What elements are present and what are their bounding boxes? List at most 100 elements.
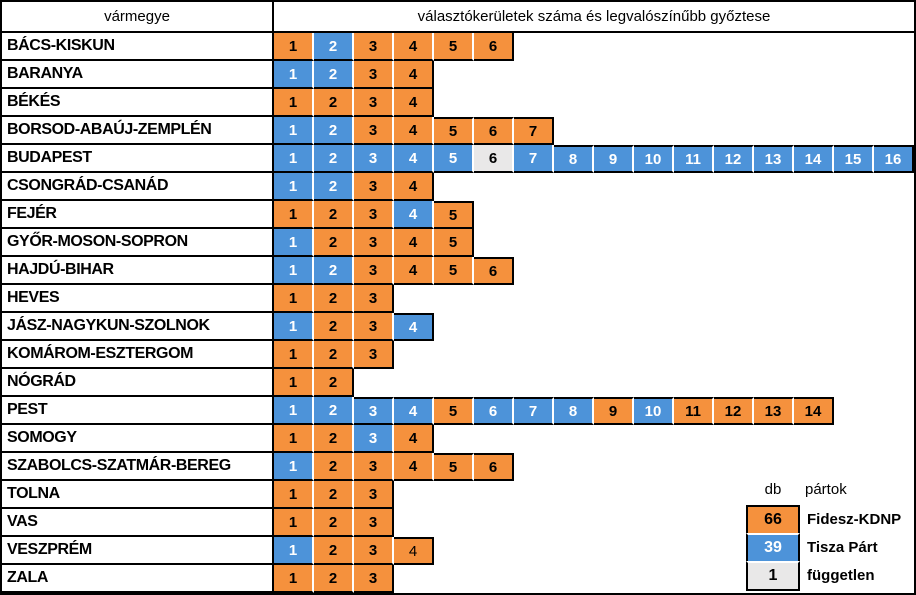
table-row: SOMOGY 1 2 3 4: [2, 425, 914, 453]
district-cell: 1: [274, 565, 314, 593]
table-row: JÁSZ-NAGYKUN-SZOLNOK 1 2 3 4: [2, 313, 914, 341]
county-name: VAS: [2, 509, 274, 537]
district-cell: 3: [354, 453, 394, 481]
county-name: KOMÁROM-ESZTERGOM: [2, 341, 274, 369]
district-cell: 10: [634, 397, 674, 425]
district-cell: 7: [514, 397, 554, 425]
district-cell: 1: [274, 397, 314, 425]
table-header: vármegye választókerületek száma és legv…: [2, 2, 914, 33]
districts-column-header: választókerületek száma és legvalószínűb…: [417, 8, 771, 25]
district-cell: 8: [554, 397, 594, 425]
county-name: BORSOD-ABAÚJ-ZEMPLÉN: [2, 117, 274, 145]
district-cell: 13: [754, 145, 794, 173]
district-cell: 3: [354, 565, 394, 593]
county-name: HAJDÚ-BIHAR: [2, 257, 274, 285]
district-cell: 14: [794, 397, 834, 425]
table-row: ZALA 1 2 3: [2, 565, 914, 593]
table-rows: BÁCS-KISKUN 1 2 3 4 5 6 BARANYA 1 2 3 4 BÉKÉS 1 2 3 4 BOR…: [2, 33, 914, 593]
table-row: BÉKÉS 1 2 3 4: [2, 89, 914, 117]
county-name: BÁCS-KISKUN: [2, 33, 274, 61]
county-name: SOMOGY: [2, 425, 274, 453]
county-name: BARANYA: [2, 61, 274, 89]
table-row: KOMÁROM-ESZTERGOM 1 2 3: [2, 341, 914, 369]
db-label: db: [764, 481, 782, 498]
district-cell: 4: [394, 117, 434, 145]
district-cell: 6: [474, 117, 514, 145]
district-cell: 1: [274, 33, 314, 61]
district-cell: 4: [394, 61, 434, 89]
county-name: FEJÉR: [2, 201, 274, 229]
district-cell: 2: [314, 537, 354, 565]
district-cell: 14: [794, 145, 834, 173]
county-name: BÉKÉS: [2, 89, 274, 117]
county-name: SZABOLCS-SZATMÁR-BEREG: [2, 453, 274, 481]
county-name: GYŐR-MOSON-SOPRON: [2, 229, 274, 257]
table-row: BUDAPEST 1 2 3 4 5 6 7 8 9 10 11 12 13 14 15 16: [2, 145, 914, 173]
district-cell: 7: [514, 145, 554, 173]
district-cells: 1 2 3 4 5 6 7 8 9 10 11 12 13 14 15 16: [274, 145, 914, 173]
table-row: PEST 1 2 3 4 5 6 7 8 9 10 11 12 13 14: [2, 397, 914, 425]
legend-party-name: Fidesz-KDNP: [807, 510, 902, 528]
district-cell: 1: [274, 509, 314, 537]
district-cell: 1: [274, 481, 314, 509]
district-cell: 6: [474, 145, 514, 173]
district-cell: 4: [394, 537, 434, 565]
county-name: BUDAPEST: [2, 145, 274, 173]
district-cell: 1: [274, 341, 314, 369]
district-cell: 2: [314, 173, 354, 201]
district-cell: 6: [474, 33, 514, 61]
district-cell: 2: [314, 257, 354, 285]
district-cell: 12: [714, 145, 754, 173]
district-cell: 2: [314, 117, 354, 145]
table-row: SZABOLCS-SZATMÁR-BEREG 1 2 3 4 5 6: [2, 453, 914, 481]
district-cell: 2: [314, 285, 354, 313]
district-cell: 4: [394, 173, 434, 201]
district-cell: 5: [434, 117, 474, 145]
district-cell: 1: [274, 285, 314, 313]
district-cell: 4: [394, 145, 434, 173]
district-cell: 4: [394, 313, 434, 341]
district-cell: 1: [274, 313, 314, 341]
district-cell: 12: [714, 397, 754, 425]
table-row: BÁCS-KISKUN 1 2 3 4 5 6: [2, 33, 914, 61]
district-cell: 1: [274, 61, 314, 89]
county-name: PEST: [2, 397, 274, 425]
table-row: HAJDÚ-BIHAR 1 2 3 4 5 6: [2, 257, 914, 285]
district-cell: 1: [274, 257, 314, 285]
county-name: CSONGRÁD-CSANÁD: [2, 173, 274, 201]
district-cell: 1: [274, 89, 314, 117]
district-cell: 6: [474, 257, 514, 285]
district-cell: 3: [354, 173, 394, 201]
district-cell: 13: [754, 397, 794, 425]
district-cell: 4: [394, 425, 434, 453]
table-row: GYŐR-MOSON-SOPRON 1 2 3 4 5: [2, 229, 914, 257]
district-cell: 5: [434, 145, 474, 173]
district-cell: 6: [474, 397, 514, 425]
table-row: BARANYA 1 2 3 4: [2, 61, 914, 89]
county-name: JÁSZ-NAGYKUN-SZOLNOK: [2, 313, 274, 341]
district-cell: 1: [274, 369, 314, 397]
table-row: BORSOD-ABAÚJ-ZEMPLÉN 1 2 3 4 5 6 7: [2, 117, 914, 145]
district-cell: 1: [274, 117, 314, 145]
district-cells: 1 2 3 4 5 6 7 8 9 10 11 12 13 14: [274, 397, 834, 425]
district-cell: 1: [274, 145, 314, 173]
district-cell: 16: [874, 145, 914, 173]
district-cell: 3: [354, 397, 394, 425]
district-cell: 2: [314, 89, 354, 117]
legend-labels: db pártok: [746, 481, 847, 498]
table-row: VAS 1 2 3: [2, 509, 914, 537]
district-cell: 2: [314, 61, 354, 89]
table-row: CSONGRÁD-CSANÁD 1 2 3 4: [2, 173, 914, 201]
